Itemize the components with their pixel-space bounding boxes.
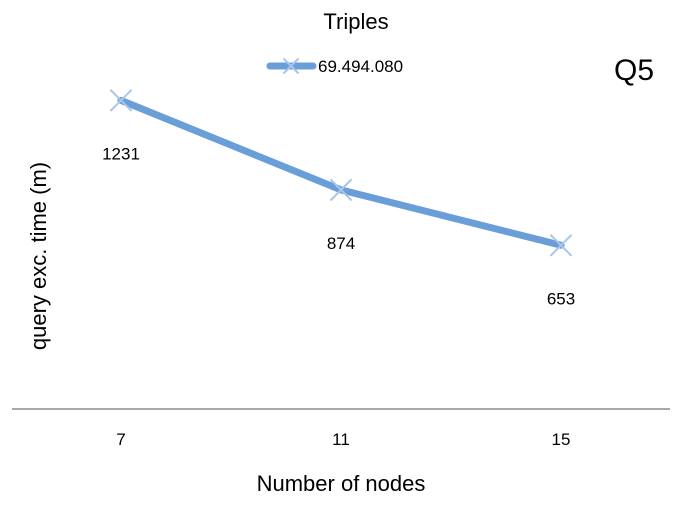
legend: 69.494.080 [266, 57, 403, 76]
chart-title: Triples [323, 9, 388, 34]
data-labels: 1231 874 653 [102, 144, 575, 308]
x-axis-label: Number of nodes [257, 471, 426, 496]
x-axis-ticks: 7 11 15 [116, 430, 570, 449]
point-7 [110, 89, 132, 112]
series-markers [110, 89, 572, 257]
point-15 [550, 234, 572, 257]
x-tick-label-15: 15 [552, 430, 571, 449]
legend-series-marker [283, 58, 299, 74]
data-label-15: 653 [547, 289, 575, 308]
series-line-69494080 [117, 96, 565, 249]
data-label-11: 874 [327, 234, 355, 253]
x-tick-label-11: 11 [332, 430, 350, 449]
y-axis-label: query exc. time (m) [26, 162, 51, 350]
data-label-7: 1231 [102, 144, 140, 163]
chart-badge: Q5 [614, 54, 654, 87]
legend-marker-x [283, 58, 299, 74]
x-tick-label-7: 7 [116, 430, 125, 449]
point-11 [330, 178, 352, 201]
legend-series-label: 69.494.080 [318, 57, 403, 76]
